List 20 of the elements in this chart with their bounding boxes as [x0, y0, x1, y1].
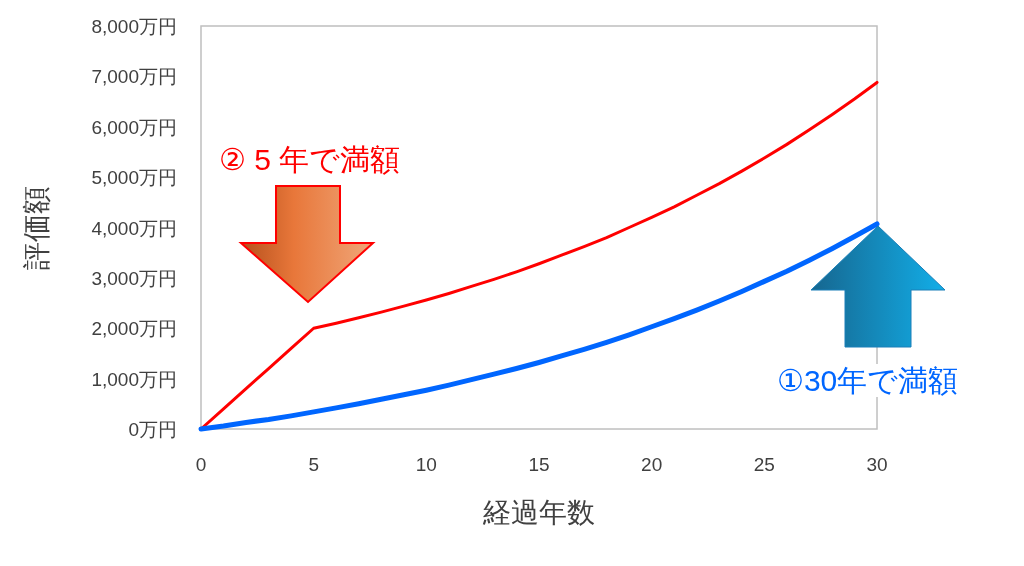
x-tick-label: 5	[308, 454, 319, 475]
x-tick-label: 10	[415, 454, 437, 475]
x-tick-label: 30	[866, 454, 888, 475]
x-tick-label: 15	[528, 454, 550, 475]
x-tick-label: 25	[753, 454, 775, 475]
y-tick-label: 4,000万円	[91, 217, 177, 239]
annotation: ② 5 年で満額	[219, 143, 401, 176]
y-tick-label: 7,000万円	[91, 66, 177, 88]
y-tick-label: 5,000万円	[91, 167, 177, 189]
y-tick-label: 6,000万円	[91, 116, 177, 138]
y-tick-label: 1,000万円	[91, 368, 177, 390]
y-tick-label: 2,000万円	[91, 318, 177, 340]
y-tick-label: 8,000万円	[91, 16, 177, 37]
x-tick-label: 0	[195, 454, 207, 475]
x-tick-label: 20	[641, 454, 663, 475]
y-tick-label: 0万円	[128, 419, 177, 440]
y-tick-label: 3,000万円	[91, 267, 177, 289]
annotation: ①30年で満額	[777, 364, 959, 397]
x-axis-title: 経過年数	[482, 497, 595, 528]
y-axis-title: 評価額	[21, 185, 52, 270]
